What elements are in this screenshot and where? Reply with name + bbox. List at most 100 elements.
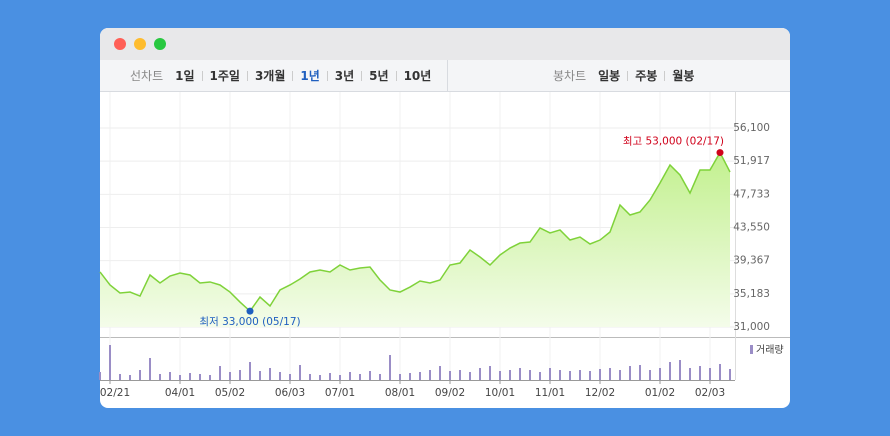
volume-bar [529, 370, 531, 380]
volume-bar [199, 374, 201, 380]
volume-bar [139, 370, 141, 380]
candle-tab[interactable]: 일봉 [598, 69, 621, 83]
volume-bar [619, 370, 621, 380]
volume-bar [569, 371, 571, 380]
volume-bar [639, 365, 641, 380]
x-tick-label: 02/03 [695, 387, 725, 399]
legend-swatch [750, 345, 753, 354]
volume-bar [459, 370, 461, 380]
x-tick-label: 07/01 [325, 387, 355, 399]
volume-bar [329, 373, 331, 380]
period-tab[interactable]: 1일 [175, 69, 195, 83]
volume-bar [679, 360, 681, 380]
volume-bar [489, 366, 491, 380]
y-tick-label: 56,100 [733, 122, 770, 134]
x-tick-label: 01/02 [645, 387, 675, 399]
x-tick-label: 05/02 [215, 387, 245, 399]
candle-tab[interactable]: 주봉 [635, 69, 658, 83]
line-chart-label: 선차트 [130, 69, 164, 83]
volume-bar [589, 371, 591, 380]
candle-tab[interactable]: 월봉 [672, 69, 695, 83]
period-tab[interactable]: 1년 [300, 69, 320, 83]
max-marker [716, 149, 724, 157]
close-button[interactable] [114, 38, 126, 50]
volume-bar [219, 366, 221, 380]
volume-bar [479, 368, 481, 380]
x-tick-label: 10/01 [485, 387, 515, 399]
volume-bar [419, 372, 421, 380]
volume-bar [649, 370, 651, 380]
volume-bar [519, 368, 521, 380]
volume-bar [539, 372, 541, 380]
volume-bar [189, 373, 191, 380]
y-tick-label: 39,367 [733, 255, 770, 267]
volume-bar [449, 371, 451, 380]
period-tab[interactable]: 1주일 [209, 69, 240, 83]
volume-bar [279, 372, 281, 380]
volume-bar [699, 366, 701, 380]
x-tick-label: 04/01 [165, 387, 195, 399]
separator [627, 70, 629, 81]
volume-bar [249, 362, 251, 380]
volume-bar [149, 358, 151, 380]
volume-bar [609, 368, 611, 380]
volume-bar [549, 368, 551, 380]
volume-bar [469, 372, 471, 380]
volume-bar [379, 374, 381, 380]
separator [246, 70, 248, 81]
volume-bar [429, 370, 431, 380]
period-tab[interactable]: 3년 [334, 69, 355, 83]
separator [326, 70, 328, 81]
price-line [99, 151, 731, 313]
volume-bar [359, 374, 361, 380]
x-tick-label: 06/03 [275, 387, 305, 399]
volume-bar [729, 369, 731, 380]
x-tick-label: 02/21 [100, 387, 130, 399]
legend-label: 거래량 [756, 344, 784, 356]
volume-bar [179, 375, 181, 380]
maximize-button[interactable] [154, 38, 166, 50]
volume-bar [229, 372, 231, 380]
divider [447, 60, 448, 91]
y-tick-label: 47,733 [733, 188, 770, 200]
volume-bar [719, 364, 721, 380]
volume-bar [269, 368, 271, 380]
y-tick-label: 31,000 [733, 321, 770, 333]
volume-bar [399, 374, 401, 380]
volume-bar [239, 370, 241, 380]
volume-bar [389, 355, 391, 380]
volume-bar [169, 372, 171, 380]
volume-bar [99, 372, 101, 380]
price-area [100, 152, 730, 327]
volume-bar [669, 362, 671, 380]
toolbar: 선차트 1일 1주일 3개월 1년 3년 5년 10년 봉차트 일봉 주봉 월봉 [100, 60, 790, 92]
period-tab[interactable]: 3개월 [254, 69, 286, 83]
max-label: 최고 53,000 (02/17) [623, 136, 724, 148]
separator [395, 70, 397, 81]
x-tick-label: 09/02 [435, 387, 465, 399]
volume-bar [689, 368, 691, 380]
volume-bar [499, 371, 501, 380]
volume-bar [709, 368, 711, 380]
period-tab[interactable]: 10년 [403, 69, 432, 83]
title-bar [100, 28, 790, 60]
separator [361, 70, 363, 81]
separator [664, 70, 666, 81]
volume-bar [339, 375, 341, 380]
candle-chart-group: 봉차트 일봉 주봉 월봉 [553, 60, 694, 91]
candle-chart-label: 봉차트 [553, 69, 587, 83]
volume-bar [289, 374, 291, 380]
period-tab[interactable]: 5년 [369, 69, 389, 83]
volume-bar [369, 371, 371, 380]
x-tick-label: 11/01 [535, 387, 565, 399]
min-marker [246, 307, 254, 315]
volume-bar [349, 372, 351, 380]
separator [292, 70, 294, 81]
volume-bar [629, 366, 631, 380]
volume-bar [319, 375, 321, 380]
volume-bar [579, 370, 581, 380]
volume-bar [309, 374, 311, 380]
minimize-button[interactable] [134, 38, 146, 50]
volume-bar [159, 374, 161, 380]
